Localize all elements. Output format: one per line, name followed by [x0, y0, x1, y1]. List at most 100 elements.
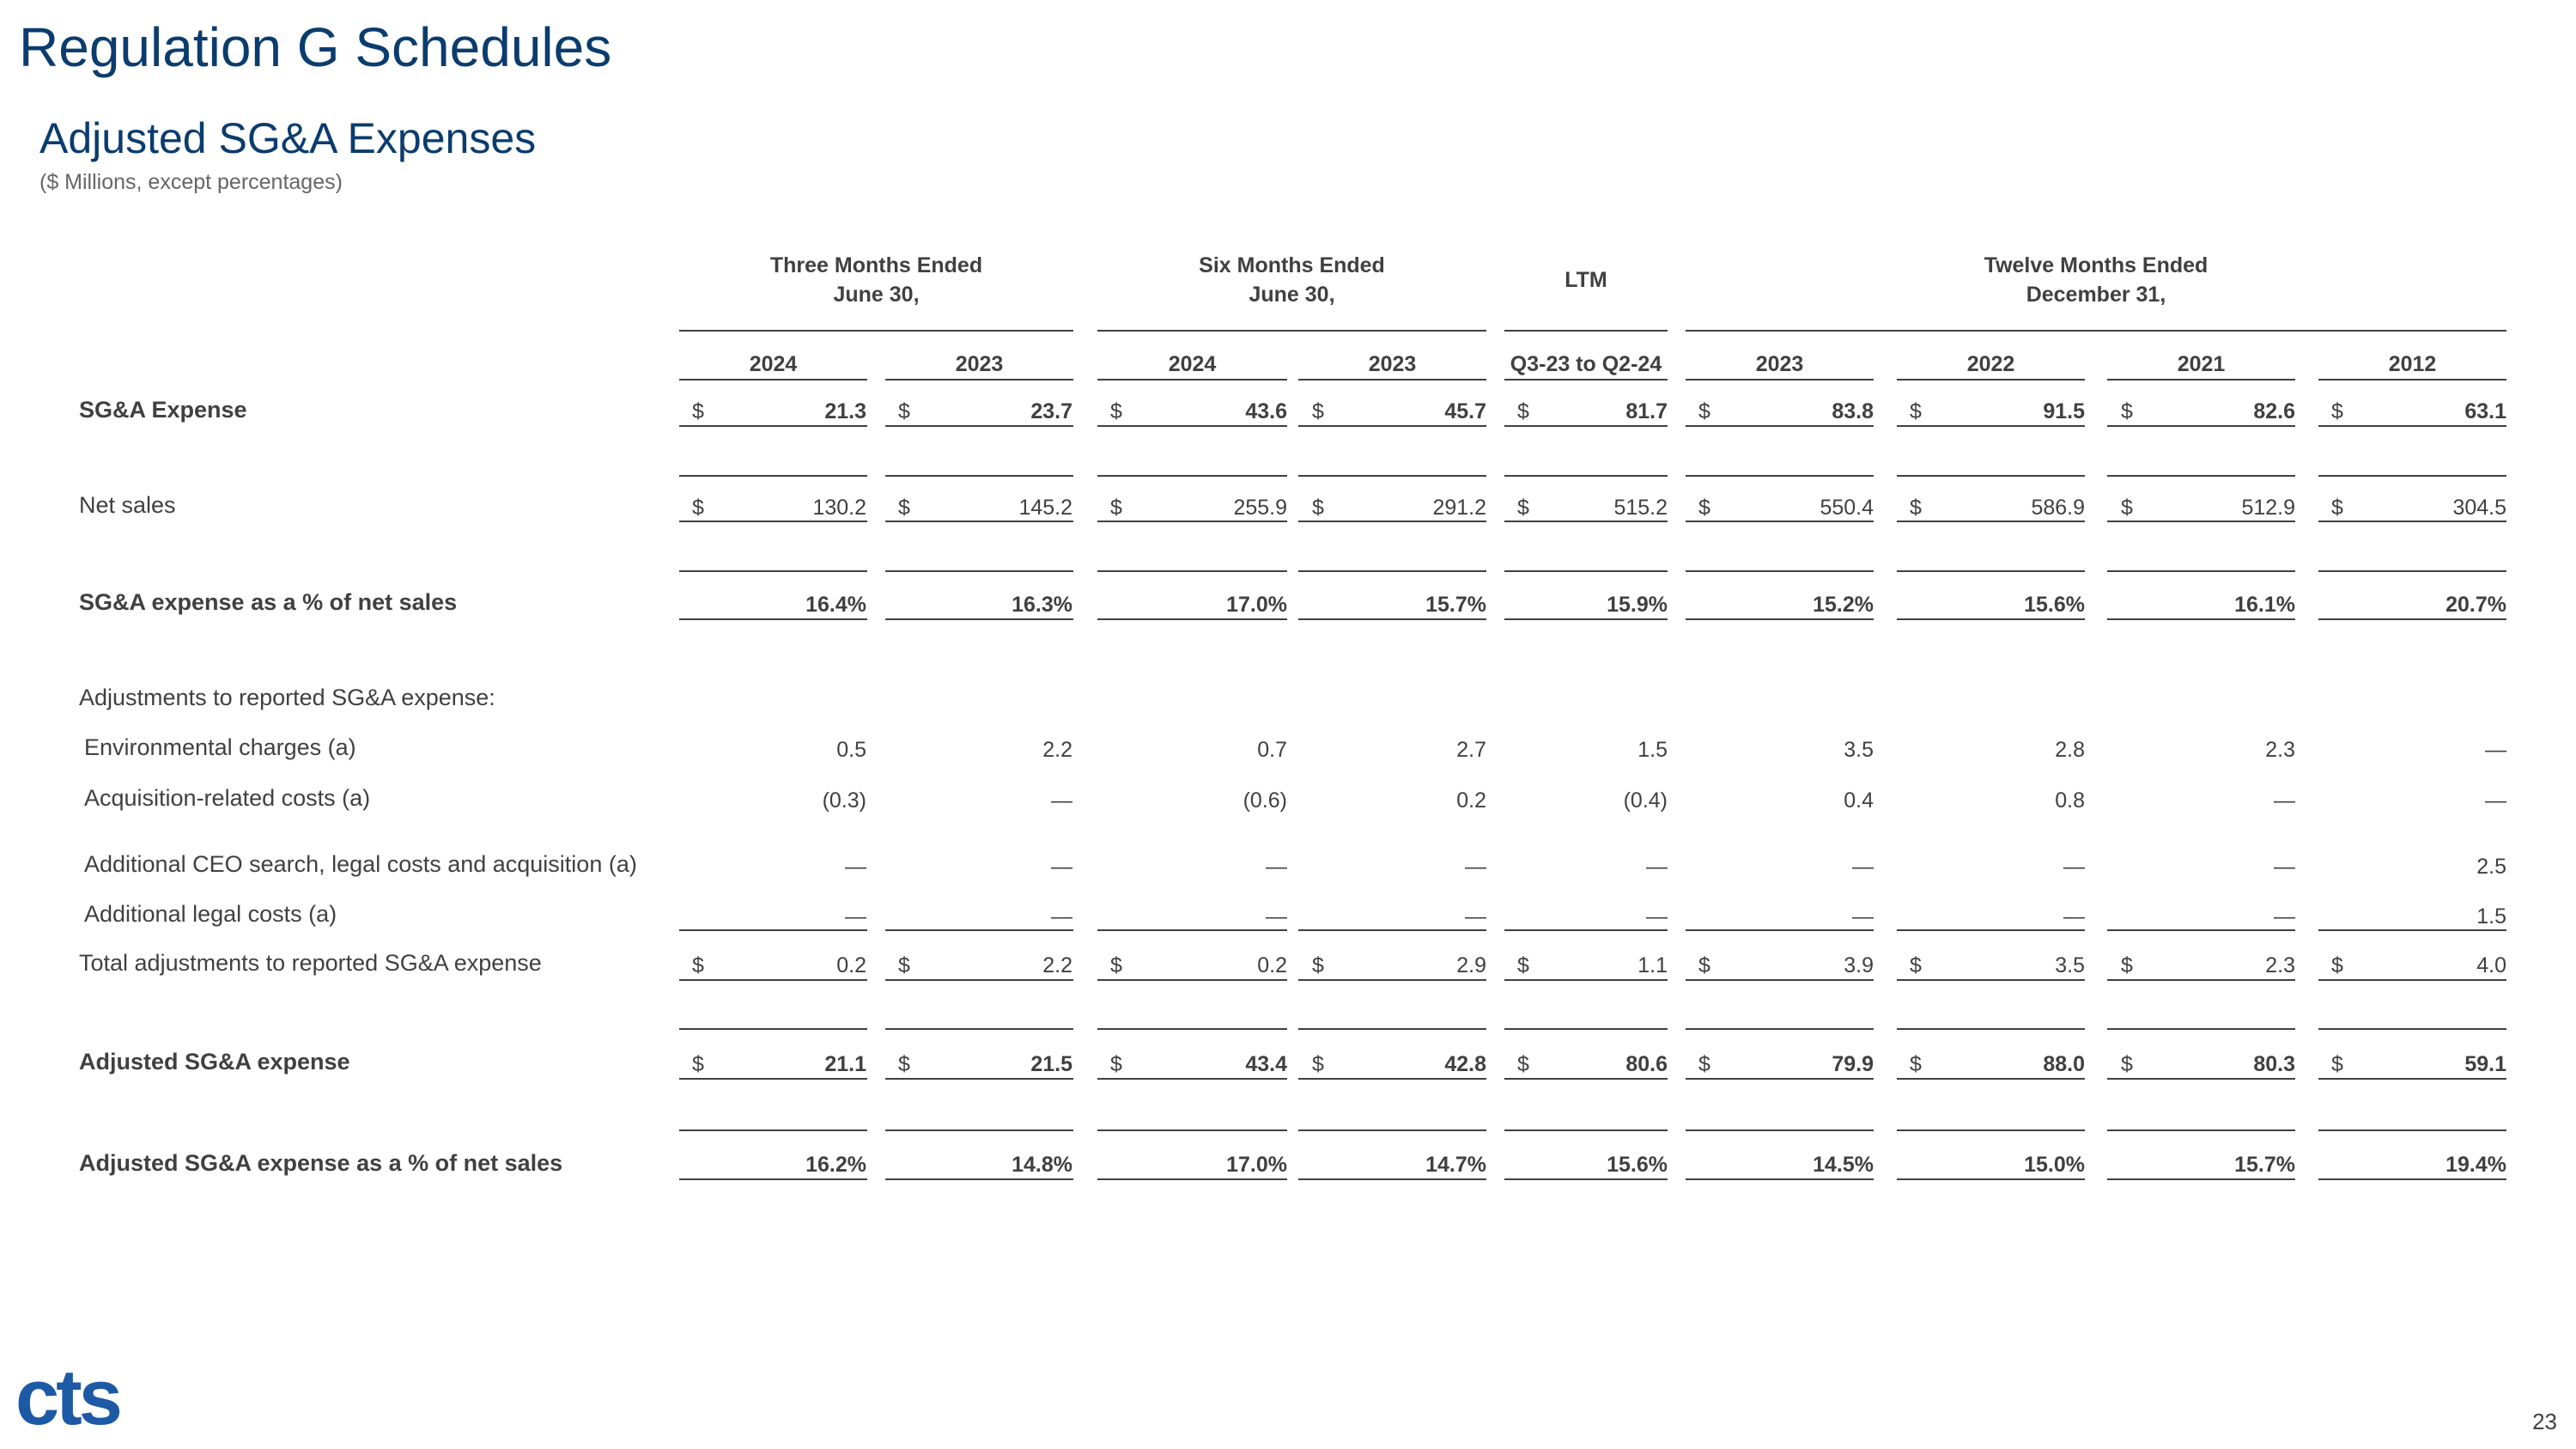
cell-value: 130.2 [812, 496, 866, 520]
cell-value: — [1852, 904, 1874, 928]
rule [1298, 1178, 1486, 1180]
currency-symbol: $ [692, 1052, 704, 1076]
cell-value: — [845, 855, 866, 879]
rule [679, 1028, 867, 1030]
currency-symbol: $ [1110, 496, 1122, 520]
cell-value: (0.4) [1623, 788, 1668, 813]
column-header: 2024 [749, 352, 798, 376]
cell-value: — [2274, 855, 2295, 879]
cell-value: 3.5 [2055, 953, 2085, 977]
rule [2107, 1028, 2295, 1030]
currency-symbol: $ [692, 953, 704, 977]
cell-value: 42.8 [1444, 1052, 1486, 1076]
rule [1097, 1129, 1287, 1131]
currency-symbol: $ [1910, 496, 1922, 520]
cell-value: — [2274, 904, 2295, 928]
cell-value: 586.9 [2031, 496, 2085, 520]
cell-value: 0.2 [1456, 788, 1486, 813]
rule [1897, 1178, 2085, 1180]
column-header: 2022 [1966, 352, 2015, 376]
cell-value: — [1051, 788, 1072, 813]
rule [2107, 570, 2295, 572]
cell-value: 15.7% [1425, 593, 1486, 617]
rule [1897, 1028, 2085, 1030]
currency-symbol: $ [898, 496, 910, 520]
group-header-line: June 30, [833, 283, 920, 307]
cell-value: 80.6 [1625, 1052, 1668, 1076]
cell-value: 2.2 [1042, 738, 1072, 762]
rule [885, 521, 1073, 522]
cell-value: — [2274, 788, 2295, 813]
currency-symbol: $ [1312, 496, 1324, 520]
cell-value: — [1051, 904, 1072, 928]
currency-symbol: $ [1910, 953, 1922, 977]
rule [1298, 379, 1486, 381]
group-header: Three Months Ended June 30, [679, 251, 1073, 309]
currency-symbol: $ [1110, 1052, 1122, 1076]
rule [1504, 1078, 1668, 1080]
rule [1686, 1178, 1874, 1180]
cell-value: 43.4 [1245, 1052, 1287, 1076]
title: Regulation G Schedules [19, 16, 612, 78]
currency-symbol: $ [1517, 399, 1529, 423]
row-label: SG&A expense as a % of net sales [79, 589, 458, 615]
currency-symbol: $ [2121, 399, 2133, 423]
rule [1097, 1078, 1287, 1080]
rule [2107, 379, 2295, 381]
cell-value: — [1051, 855, 1072, 879]
column-header: 2021 [2177, 352, 2226, 376]
rule [1686, 379, 1874, 381]
rule [1504, 521, 1668, 522]
currency-symbol: $ [1698, 399, 1710, 423]
rule [1097, 979, 1287, 981]
rule [679, 330, 1073, 332]
rule [1686, 330, 2506, 332]
cell-value: 0.7 [1257, 738, 1287, 762]
currency-symbol: $ [2331, 953, 2343, 977]
cell-value: 21.1 [824, 1052, 866, 1076]
rule [1504, 379, 1668, 381]
cell-value: 15.9% [1607, 593, 1668, 617]
rule [1897, 521, 2085, 522]
rule [1298, 1129, 1486, 1131]
cell-value: — [2485, 788, 2506, 813]
rule [1897, 425, 2085, 427]
cell-value: 550.4 [1820, 496, 1874, 520]
cell-value: 43.6 [1245, 399, 1287, 423]
cell-value: 14.5% [1813, 1153, 1874, 1177]
cell-value: — [2485, 738, 2506, 762]
column-header: 2023 [955, 352, 1004, 376]
cell-value: (0.6) [1242, 788, 1287, 813]
currency-symbol: $ [1910, 1052, 1922, 1076]
rule [1097, 379, 1287, 381]
cell-value: 16.1% [2234, 593, 2295, 617]
rule [2318, 1078, 2506, 1080]
rule [1097, 521, 1287, 522]
cell-value: 1.5 [1637, 738, 1668, 762]
cell-value: 17.0% [1226, 593, 1287, 617]
rule [1897, 570, 2085, 572]
currency-symbol: $ [692, 496, 704, 520]
row-label: Additional legal costs (a) [84, 901, 337, 927]
cell-value: 2.2 [1042, 953, 1072, 977]
rule [679, 1078, 867, 1080]
rule [679, 618, 867, 620]
rule [1298, 1078, 1486, 1080]
cell-value: 0.8 [2055, 788, 2085, 813]
column-header: 2012 [2388, 352, 2437, 376]
rule [1097, 570, 1287, 572]
rule [679, 1129, 867, 1131]
currency-symbol: $ [2121, 1052, 2133, 1076]
cell-value: 88.0 [2043, 1052, 2085, 1076]
cell-value: 14.7% [1425, 1153, 1486, 1177]
cell-value: 291.2 [1432, 496, 1486, 520]
rule [1686, 1129, 1874, 1131]
rule [2107, 979, 2295, 981]
rule [1686, 979, 1874, 981]
cell-value: 83.8 [1832, 399, 1874, 423]
cell-value: — [1465, 855, 1486, 879]
rule [1897, 979, 2085, 981]
rule [1504, 425, 1668, 427]
rule [885, 618, 1073, 620]
